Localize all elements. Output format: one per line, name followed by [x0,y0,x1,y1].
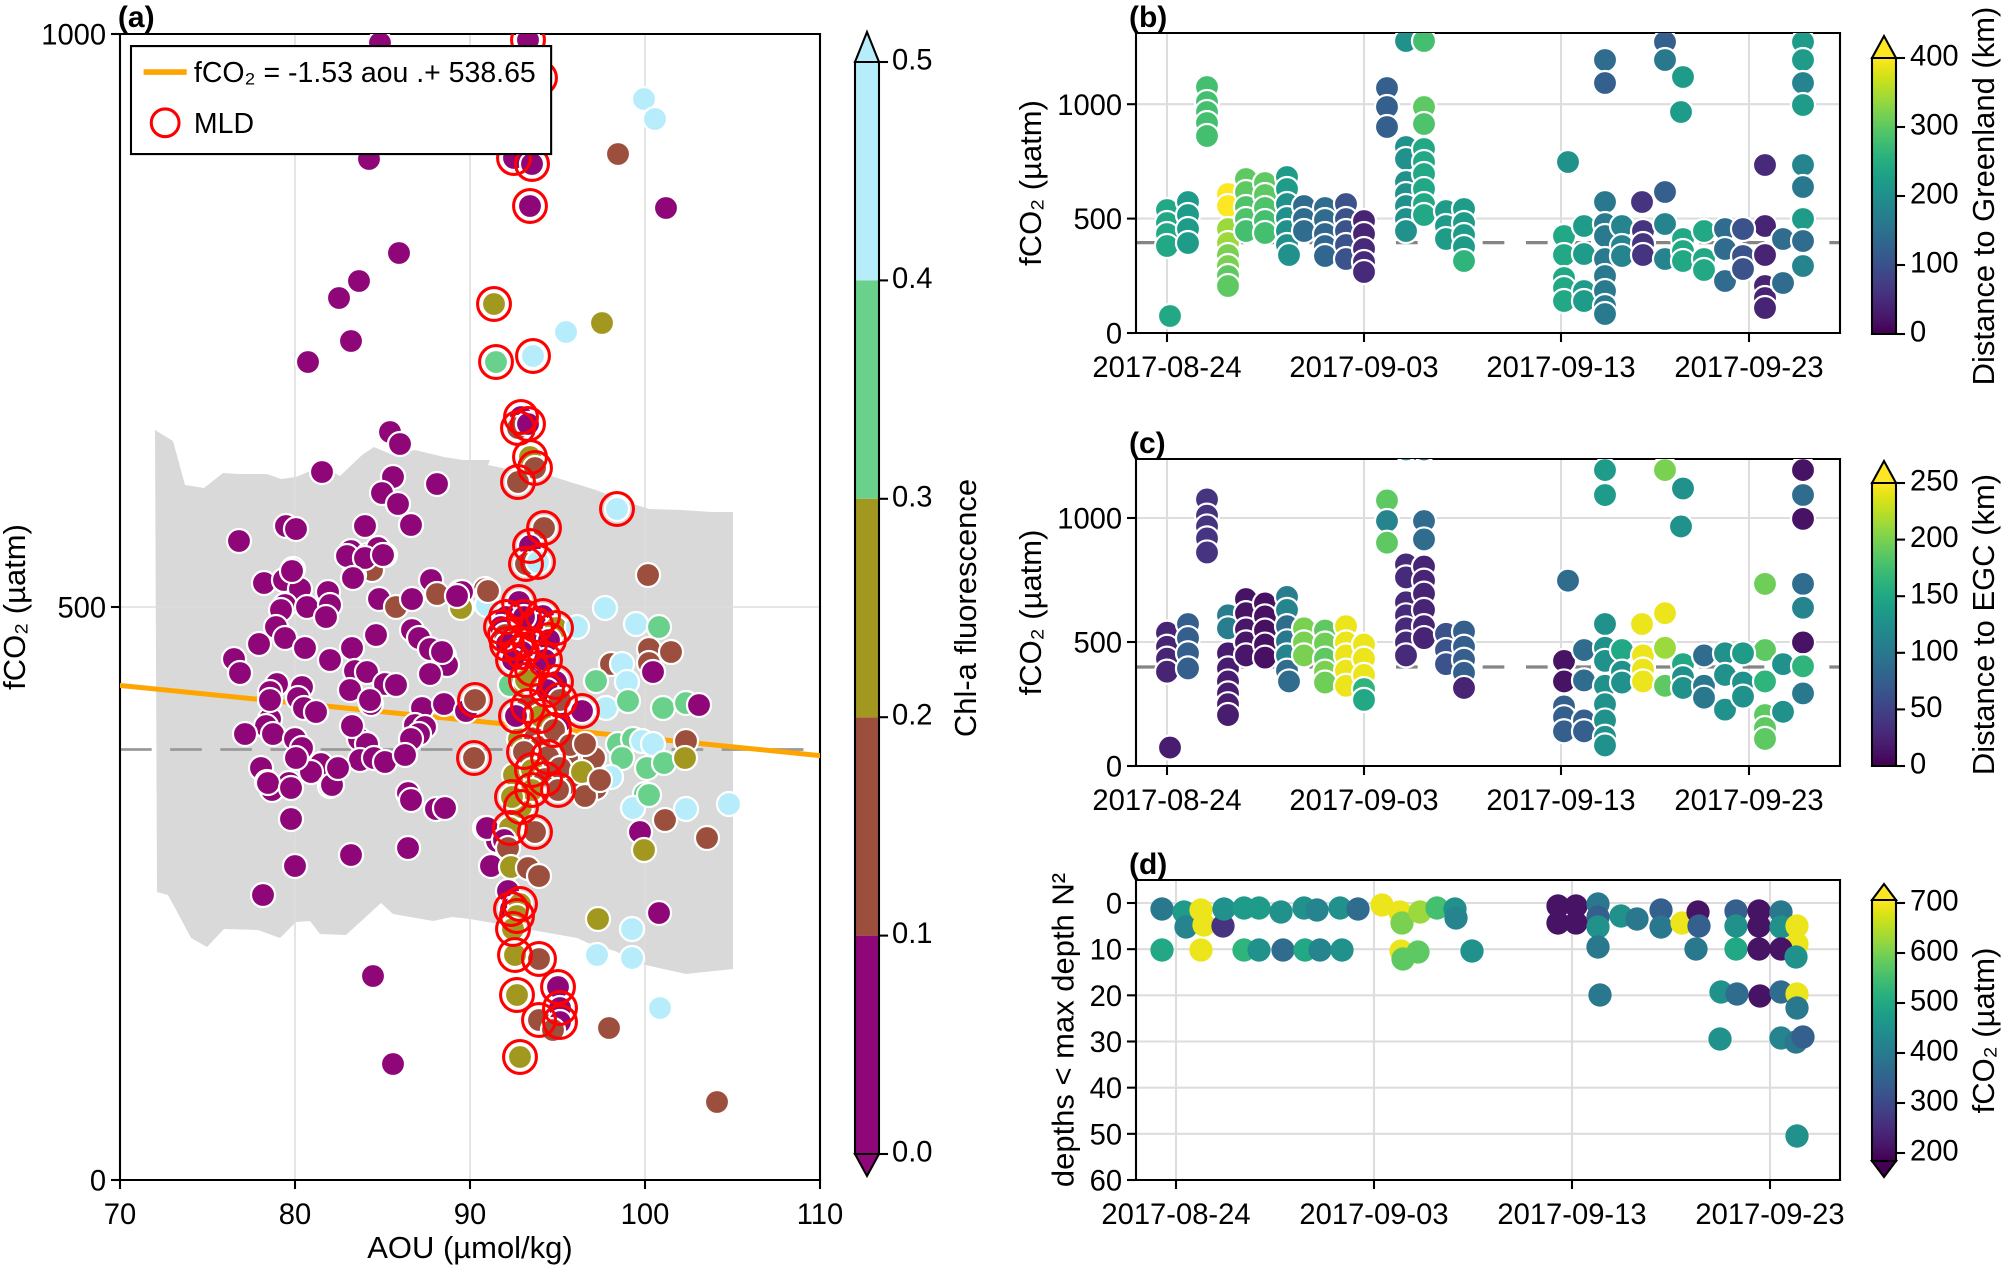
svg-text:500: 500 [1073,204,1122,236]
svg-text:(d): (d) [1129,848,1167,881]
svg-text:MLD: MLD [194,108,254,140]
svg-text:100: 100 [621,1199,670,1231]
svg-text:AOU (µmol/kg): AOU (µmol/kg) [367,1230,572,1265]
svg-text:2017-08-24: 2017-08-24 [1092,352,1241,384]
svg-text:0: 0 [90,1166,106,1198]
svg-text:100: 100 [1910,248,1959,280]
svg-text:2017-09-23: 2017-09-23 [1695,1199,1844,1231]
svg-text:2017-09-13: 2017-09-13 [1486,785,1635,817]
svg-text:600: 600 [1910,936,1959,968]
svg-text:0: 0 [1106,319,1122,351]
svg-text:110: 110 [797,1199,843,1231]
svg-text:60: 60 [1090,1166,1122,1198]
svg-text:2017-09-23: 2017-09-23 [1674,785,1823,817]
svg-text:0.4: 0.4 [892,263,933,295]
svg-text:30: 30 [1090,1027,1122,1059]
svg-text:0.1: 0.1 [892,918,933,950]
svg-text:500: 500 [1910,986,1959,1018]
svg-text:80: 80 [279,1199,311,1231]
svg-text:2017-08-24: 2017-08-24 [1092,785,1241,817]
svg-text:300: 300 [1910,1086,1959,1118]
svg-text:500: 500 [57,593,106,625]
svg-text:Distance to Greenland (km): Distance to Greenland (km) [1966,7,2001,386]
svg-text:0: 0 [1910,317,1926,349]
svg-text:100: 100 [1910,635,1959,667]
svg-text:fCO₂ (µatm): fCO₂ (µatm) [1013,530,1048,696]
svg-text:2017-09-03: 2017-09-03 [1299,1199,1448,1231]
svg-text:70: 70 [104,1199,136,1231]
svg-text:200: 200 [1910,179,1959,211]
svg-text:1000: 1000 [1057,90,1122,122]
svg-text:700: 700 [1910,886,1959,918]
svg-text:200: 200 [1910,1136,1959,1168]
svg-text:0.0: 0.0 [892,1137,933,1169]
svg-text:1000: 1000 [41,20,106,52]
svg-text:40: 40 [1090,1073,1122,1105]
svg-text:0.5: 0.5 [892,45,933,77]
svg-text:depths < max depth N²: depths < max depth N² [1046,873,1081,1187]
svg-text:400: 400 [1910,1036,1959,1068]
svg-text:2017-09-03: 2017-09-03 [1289,785,1438,817]
svg-text:Distance to EGC (km): Distance to EGC (km) [1966,474,2001,775]
svg-text:10: 10 [1090,935,1122,967]
svg-text:250: 250 [1910,466,1959,498]
svg-text:0: 0 [1910,749,1926,781]
svg-text:(b): (b) [1129,1,1167,34]
svg-text:300: 300 [1910,110,1959,142]
svg-text:50: 50 [1090,1119,1122,1151]
svg-text:2017-09-23: 2017-09-23 [1674,352,1823,384]
svg-text:fCO₂ (µatm): fCO₂ (µatm) [0,524,32,690]
svg-text:0: 0 [1106,752,1122,784]
svg-text:0.3: 0.3 [892,481,933,513]
svg-text:fCO₂ (µatm): fCO₂ (µatm) [1013,100,1048,266]
svg-text:2017-08-24: 2017-08-24 [1101,1199,1250,1231]
svg-text:0: 0 [1106,889,1122,921]
svg-text:0.2: 0.2 [892,700,933,732]
svg-text:90: 90 [454,1199,486,1231]
svg-text:20: 20 [1090,981,1122,1013]
svg-text:400: 400 [1910,41,1959,73]
svg-text:fCO₂ = -1.53 aou .+ 538.65: fCO₂ = -1.53 aou .+ 538.65 [194,57,536,89]
svg-text:(c): (c) [1129,427,1166,460]
svg-text:Chl-a fluorescence: Chl-a fluorescence [948,479,983,737]
svg-text:50: 50 [1910,692,1942,724]
svg-text:150: 150 [1910,579,1959,611]
svg-text:2017-09-03: 2017-09-03 [1289,352,1438,384]
svg-text:2017-09-13: 2017-09-13 [1497,1199,1646,1231]
svg-text:500: 500 [1073,628,1122,660]
svg-text:fCO₂ (µatm): fCO₂ (µatm) [1966,948,2001,1114]
svg-text:(a): (a) [118,1,155,34]
svg-text:200: 200 [1910,522,1959,554]
svg-text:2017-09-13: 2017-09-13 [1486,352,1635,384]
svg-text:1000: 1000 [1057,504,1122,536]
